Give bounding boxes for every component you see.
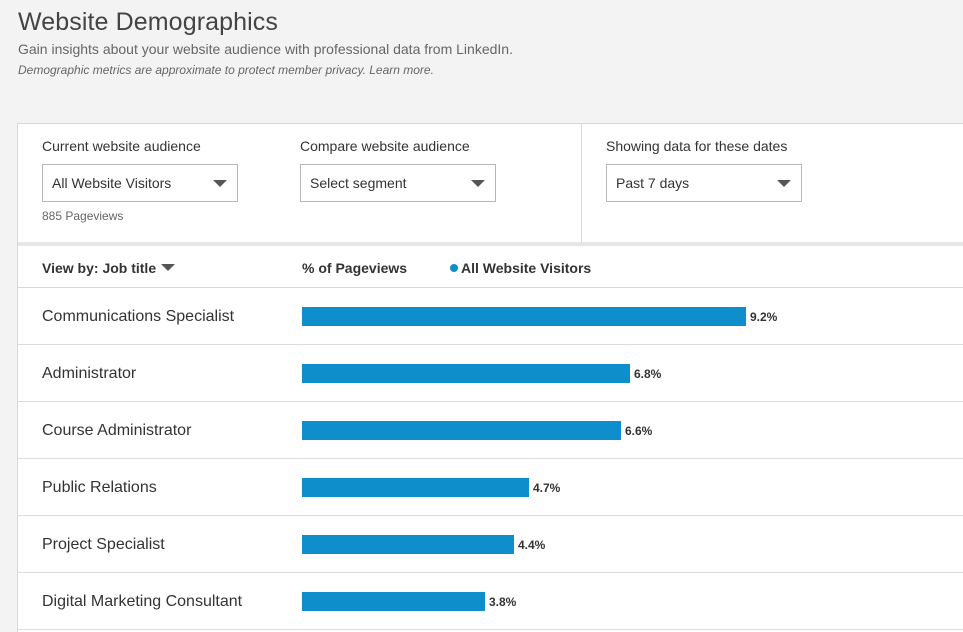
current-audience-filter: Current website audience All Website Vis…	[42, 138, 238, 223]
compare-audience-filter: Compare website audience Select segment	[300, 138, 496, 202]
page-header: Website Demographics Gain insights about…	[18, 0, 948, 77]
job-title-rows: Communications Specialist 9.2% Administrat…	[18, 288, 963, 630]
bar-value-label: 6.8%	[634, 367, 662, 381]
job-title-label: Communications Specialist	[42, 308, 235, 325]
bar-value-label: 6.6%	[625, 424, 653, 438]
table-header: View by: Job title % of Pageviews All We…	[18, 246, 963, 288]
view-by-value: Job title	[102, 260, 157, 276]
pageviews-bar	[302, 592, 485, 611]
date-range-filter: Showing data for these dates Past 7 days	[606, 138, 802, 202]
current-audience-select[interactable]: All Website Visitors	[42, 164, 238, 202]
pageviews-bar	[302, 421, 621, 440]
pageviews-bar	[302, 364, 630, 383]
table-row: Digital Marketing Consultant 3.8%	[18, 573, 963, 630]
table-row: Communications Specialist 9.2%	[18, 288, 963, 345]
job-title-label: Digital Marketing Consultant	[42, 593, 243, 610]
date-range-select[interactable]: Past 7 days	[606, 164, 802, 202]
compare-audience-value: Select segment	[310, 175, 407, 191]
job-title-label: Administrator	[42, 365, 137, 382]
bar-value-label: 4.4%	[518, 538, 546, 552]
chart-legend: All Website Visitors	[450, 260, 591, 276]
bar-value-label: 3.8%	[489, 595, 517, 609]
privacy-note[interactable]: Demographic metrics are approximate to p…	[18, 63, 434, 77]
bar-value-label: 4.7%	[533, 481, 561, 495]
chevron-down-icon	[471, 180, 485, 187]
filters-panel: Current website audience All Website Vis…	[18, 124, 963, 246]
view-by-label: View by:	[42, 260, 99, 276]
page-title: Website Demographics	[18, 8, 278, 36]
chevron-down-icon	[161, 264, 176, 271]
table-row: Project Specialist 4.4%	[18, 516, 963, 573]
pct-pageviews-header: % of Pageviews	[302, 260, 408, 276]
date-range-value: Past 7 days	[616, 175, 690, 191]
demographics-card: Current website audience All Website Vis…	[17, 123, 963, 632]
bar-value-label: 9.2%	[750, 310, 778, 324]
pageviews-count: 885 Pageviews	[42, 209, 124, 223]
chevron-down-icon	[213, 180, 227, 187]
chevron-down-icon	[777, 180, 791, 187]
legend-label: All Website Visitors	[461, 260, 592, 276]
page-subtitle: Gain insights about your website audienc…	[18, 41, 513, 57]
view-by-dropdown[interactable]: View by: Job title	[42, 260, 176, 276]
pageviews-bar	[302, 307, 746, 326]
legend-dot-icon	[450, 264, 458, 272]
job-title-label: Course Administrator	[42, 422, 192, 439]
pageviews-bar	[302, 478, 529, 497]
table-row: Administrator 6.8%	[18, 345, 963, 402]
current-audience-value: All Website Visitors	[52, 175, 172, 191]
job-title-label: Public Relations	[42, 479, 157, 496]
table-row: Course Administrator 6.6%	[18, 402, 963, 459]
compare-audience-select[interactable]: Select segment	[300, 164, 496, 202]
table-row: Public Relations 4.7%	[18, 459, 963, 516]
pageviews-bar	[302, 535, 514, 554]
job-title-label: Project Specialist	[42, 536, 165, 553]
current-audience-label: Current website audience	[42, 138, 201, 154]
compare-audience-label: Compare website audience	[300, 138, 470, 154]
date-range-label: Showing data for these dates	[606, 138, 788, 154]
filter-divider	[581, 124, 582, 242]
